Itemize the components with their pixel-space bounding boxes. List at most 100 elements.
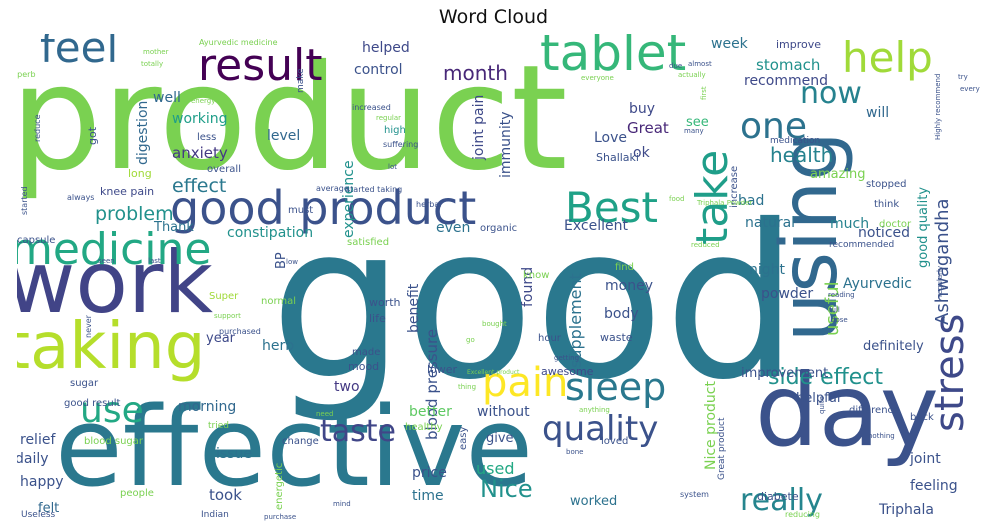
word-need: need	[316, 410, 334, 418]
word-system: system	[680, 490, 709, 499]
word-feeling: feeling	[910, 478, 958, 494]
word-daily: daily	[17, 451, 49, 467]
word-supplement: supplement	[566, 273, 585, 368]
word-best: Best	[565, 183, 658, 232]
word-working: working	[172, 111, 228, 127]
word-use: use	[80, 390, 144, 431]
word-ayurvedic-medicine: Ayurvedic medicine	[199, 38, 278, 47]
word-one: one	[740, 106, 807, 147]
word-morning: morning	[178, 399, 236, 415]
word-try: try	[958, 73, 968, 81]
chart-title: Word Cloud	[438, 6, 549, 28]
word-constipation: constipation	[227, 225, 313, 241]
word-find: find	[615, 262, 634, 273]
word-capsule: capsule	[17, 235, 55, 246]
word-joint: joint	[909, 451, 941, 467]
word-last: last	[148, 257, 161, 265]
word-make: make	[296, 68, 306, 93]
word-waste: waste	[600, 331, 633, 344]
word-due: due	[669, 62, 682, 70]
word-always: always	[67, 193, 94, 202]
word-overall: overall	[207, 164, 241, 175]
word-purchase: purchase	[264, 513, 296, 521]
word-great: Great	[627, 119, 669, 137]
word-happy: happy	[20, 474, 64, 490]
word-bone: bone	[566, 448, 583, 456]
word-everyone: everyone	[581, 74, 614, 82]
word-started-taking: started taking	[346, 185, 402, 194]
word-low: low	[286, 258, 298, 266]
word-sleep: sleep	[565, 365, 666, 409]
word-helped: helped	[362, 40, 410, 56]
word-anxiety: anxiety	[172, 144, 228, 162]
word-immunity: immunity	[498, 111, 514, 178]
word-started: started	[20, 186, 29, 215]
word-herb: herb	[262, 338, 294, 354]
word-purchased: purchased	[219, 327, 261, 336]
word-triphala: Triphala	[878, 502, 934, 518]
word-mother: mother	[143, 48, 169, 56]
word-feel: feel	[40, 34, 118, 72]
word-super: Super	[209, 291, 239, 302]
word-recommended: recommended	[829, 240, 894, 250]
word-night: night	[749, 262, 786, 278]
word-life: life	[369, 312, 386, 325]
word-give: give	[486, 431, 514, 446]
word-herbal: herbal	[416, 200, 441, 209]
word-regularly: regularly	[936, 266, 944, 297]
word-awesome: awesome	[541, 365, 594, 378]
word-got: got	[86, 126, 99, 145]
word-amazing: amazing	[810, 167, 866, 182]
word-made: made	[352, 347, 380, 358]
word-control: control	[354, 62, 403, 78]
word-satisfied: satisfied	[347, 237, 389, 248]
word-buy: buy	[629, 101, 655, 117]
word-high: high	[384, 125, 406, 136]
word-ok: ok	[633, 145, 651, 161]
word-dose: dose	[831, 316, 848, 324]
word-problem: problem	[95, 203, 174, 225]
word-change: change	[282, 436, 319, 447]
word-used: used	[476, 459, 514, 478]
word-price: price	[412, 465, 447, 481]
word-side-effect: side effect	[768, 365, 883, 390]
word-support: support	[214, 312, 241, 320]
word-issue: issue	[216, 446, 252, 462]
word-week: week	[711, 36, 749, 52]
word-pain: pain	[482, 360, 568, 406]
word-difference: difference	[849, 405, 899, 416]
word-ashwagandha: Ashwagandha	[932, 198, 953, 325]
word-increase: increase	[729, 166, 740, 208]
word-never: never	[84, 314, 93, 338]
word-thing: thing	[458, 383, 476, 391]
word-stress: stress	[927, 314, 973, 432]
word-great-product: Great product	[717, 417, 727, 480]
word-nothing: nothing	[868, 432, 895, 440]
word-medicine: medicine	[17, 224, 211, 275]
word-ayurvedic: Ayurvedic	[843, 276, 912, 292]
word-bad: bad	[738, 193, 764, 209]
word-indian: Indian	[201, 510, 229, 520]
word-reduced: reduced	[691, 241, 720, 249]
word-stomach: stomach	[756, 56, 820, 74]
word-help: help	[842, 34, 933, 82]
word-knee-pain: knee pain	[100, 185, 154, 198]
word-organic: organic	[480, 223, 517, 234]
word-day: day	[755, 352, 939, 469]
word-thank: Thank	[153, 220, 194, 235]
word-useful: useful	[822, 281, 843, 336]
word-nice: Nice	[480, 475, 533, 503]
word-taking: taking	[17, 310, 205, 384]
word-natural: natural	[745, 215, 795, 231]
word-quite: quite	[818, 396, 826, 414]
word-blood-sugar: blood sugar	[84, 436, 144, 447]
word-nice-product: Nice product	[703, 381, 719, 470]
word-worth: worth	[369, 296, 401, 309]
word-benefit: benefit	[406, 283, 422, 333]
word-without: without	[477, 404, 530, 420]
word-good-result: good result	[64, 398, 120, 409]
word-blood-pressure: blood pressure	[423, 329, 441, 440]
word-love: Love	[594, 130, 627, 146]
word-good: good	[270, 179, 799, 426]
